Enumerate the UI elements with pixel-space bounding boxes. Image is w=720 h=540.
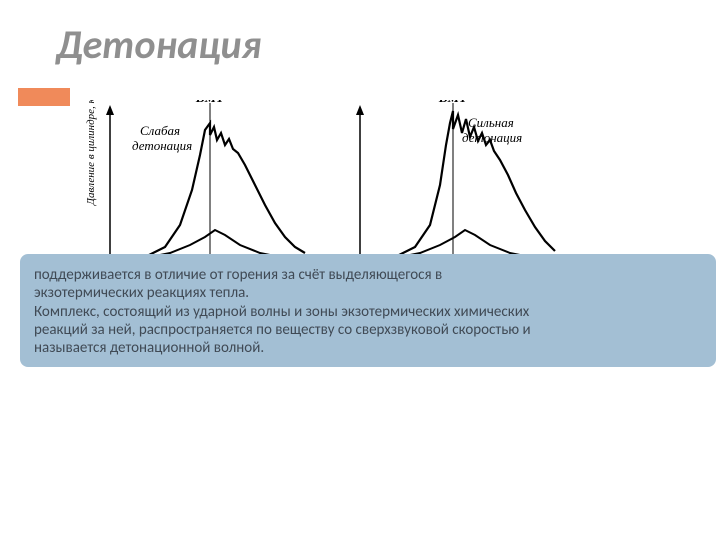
chart-a-caption-2: детонация: [132, 138, 192, 153]
body-line-4: реакций за ней, распространяется по веще…: [34, 321, 531, 339]
body-line-1: поддерживается в отличие от горения за с…: [34, 266, 442, 284]
chart-b-bmt: ВМТ: [438, 100, 468, 105]
page-title: Детонация: [56, 20, 261, 69]
body-line-5: называется детонационной волной.: [34, 339, 264, 357]
description-box: поддерживается в отличие от горения за с…: [20, 254, 716, 367]
chart-a-bmt: ВМТ: [195, 100, 225, 105]
body-line-3: Комплекс, состоящий из ударной волны и з…: [34, 303, 529, 321]
chart-a-caption-1: Слабая: [140, 123, 180, 138]
accent-bar: [18, 88, 70, 106]
body-line-2: экзотермических реакциях тепла.: [34, 284, 249, 302]
chart-a-ylabel: Давление в цилиндре, кГ/см²: [85, 100, 97, 206]
